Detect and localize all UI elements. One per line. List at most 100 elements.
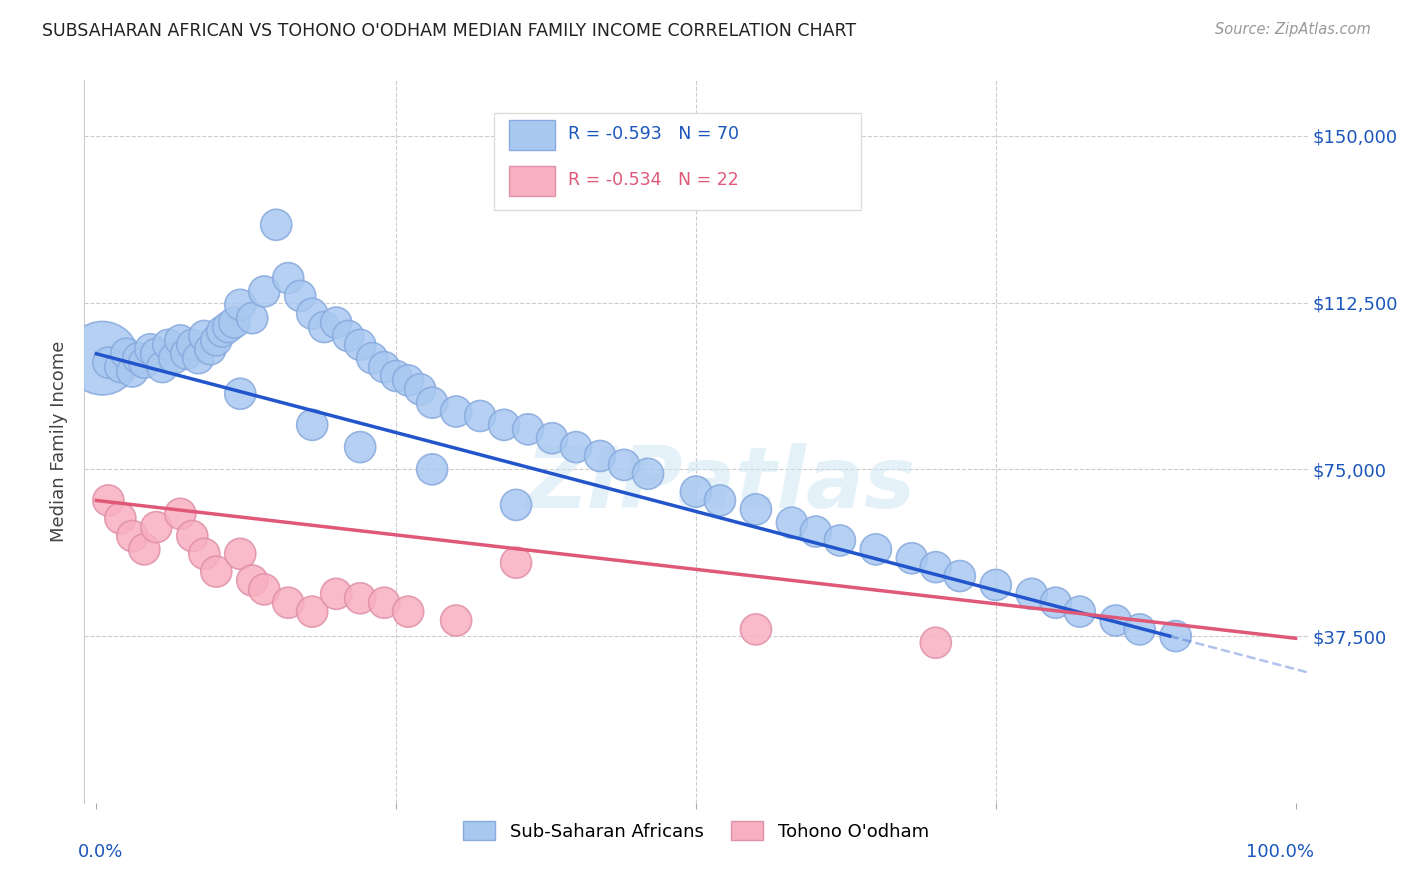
Point [110, 360, 132, 375]
Point [325, 316, 347, 330]
Point [1164, 629, 1187, 643]
Point [200, 343, 222, 357]
Point [229, 298, 252, 312]
Legend: Sub-Saharan Africans, Tohono O'odham: Sub-Saharan Africans, Tohono O'odham [456, 814, 936, 848]
Point [865, 542, 887, 557]
Point [229, 547, 252, 561]
Point [253, 582, 276, 597]
Point [541, 431, 564, 445]
Point [828, 533, 851, 548]
Point [468, 409, 491, 423]
Point [444, 614, 467, 628]
Point [396, 373, 419, 387]
Point [1105, 614, 1128, 628]
Point [949, 569, 972, 583]
Point [91, 351, 114, 366]
Point [163, 351, 186, 366]
Point [97, 356, 120, 370]
Point [349, 591, 371, 606]
Point [127, 351, 149, 366]
Text: 0.0%: 0.0% [79, 843, 124, 861]
Point [745, 623, 768, 637]
Point [169, 334, 191, 348]
Point [205, 565, 228, 579]
Point [193, 547, 215, 561]
Point [145, 347, 167, 361]
Point [505, 498, 527, 512]
Text: ZIPatlas: ZIPatlas [526, 443, 915, 526]
Point [420, 395, 443, 409]
Point [193, 329, 215, 343]
Point [150, 360, 173, 375]
Point [517, 422, 540, 436]
Y-axis label: Median Family Income: Median Family Income [51, 341, 69, 542]
Point [314, 320, 336, 334]
Point [780, 516, 803, 530]
Point [361, 351, 384, 366]
Text: R = -0.534   N = 22: R = -0.534 N = 22 [568, 171, 738, 189]
Text: R = -0.593   N = 70: R = -0.593 N = 70 [568, 126, 738, 144]
Point [181, 338, 204, 352]
Text: Source: ZipAtlas.com: Source: ZipAtlas.com [1215, 22, 1371, 37]
Point [301, 417, 323, 432]
Point [373, 360, 395, 375]
Point [685, 484, 707, 499]
Point [301, 605, 323, 619]
Point [349, 338, 371, 352]
Point [373, 596, 395, 610]
Point [139, 343, 162, 357]
Point [134, 542, 156, 557]
Point [121, 364, 143, 378]
Point [211, 325, 233, 339]
Point [264, 218, 287, 232]
Point [804, 524, 827, 539]
Point [1069, 605, 1091, 619]
Point [301, 307, 323, 321]
FancyBboxPatch shape [494, 112, 860, 211]
Point [174, 347, 197, 361]
Point [115, 347, 138, 361]
Point [565, 440, 588, 454]
Point [121, 529, 143, 543]
Point [157, 338, 180, 352]
Point [984, 578, 1007, 592]
FancyBboxPatch shape [509, 120, 555, 151]
Point [181, 529, 204, 543]
Point [187, 351, 209, 366]
FancyBboxPatch shape [509, 166, 555, 196]
Text: SUBSAHARAN AFRICAN VS TOHONO O'ODHAM MEDIAN FAMILY INCOME CORRELATION CHART: SUBSAHARAN AFRICAN VS TOHONO O'ODHAM MED… [42, 22, 856, 40]
Point [325, 587, 347, 601]
Point [337, 329, 360, 343]
Point [505, 556, 527, 570]
Point [589, 449, 612, 463]
Point [925, 636, 948, 650]
Point [240, 574, 263, 588]
Point [349, 440, 371, 454]
Point [1045, 596, 1067, 610]
Point [925, 560, 948, 574]
Point [145, 520, 167, 534]
Point [637, 467, 659, 481]
Point [217, 320, 239, 334]
Point [290, 289, 312, 303]
Point [240, 311, 263, 326]
Point [205, 334, 228, 348]
Point [385, 368, 408, 383]
Point [110, 511, 132, 525]
Point [420, 462, 443, 476]
Point [444, 404, 467, 418]
Point [745, 502, 768, 516]
Point [613, 458, 636, 472]
Point [277, 271, 299, 285]
Point [169, 507, 191, 521]
Point [901, 551, 924, 566]
Point [1129, 623, 1152, 637]
Point [224, 316, 246, 330]
Point [1021, 587, 1043, 601]
Point [396, 605, 419, 619]
Point [494, 417, 516, 432]
Point [253, 285, 276, 299]
Point [277, 596, 299, 610]
Point [97, 493, 120, 508]
Point [229, 386, 252, 401]
